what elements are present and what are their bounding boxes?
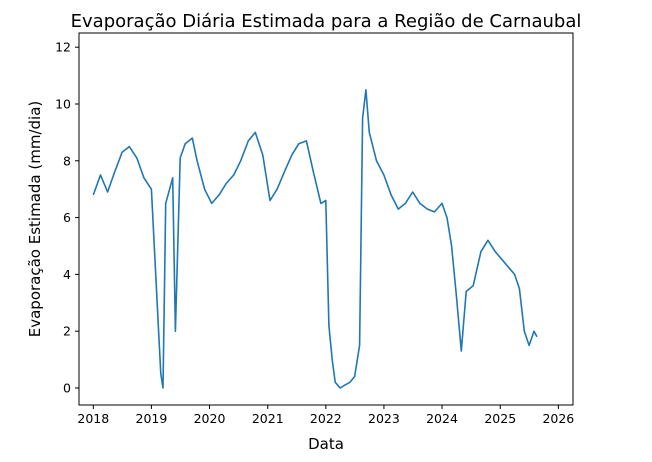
chart-title: Evaporação Diária Estimada para a Região… <box>71 11 582 32</box>
plot-area <box>78 32 574 406</box>
x-tick-label: 2019 <box>136 411 168 426</box>
series-line-0 <box>92 89 538 389</box>
y-tick-label: 6 <box>63 210 71 225</box>
y-tick-label: 12 <box>55 40 71 55</box>
y-axis-label: Evaporação Estimada (mm/dia) <box>26 101 44 337</box>
x-tick-label: 2023 <box>368 411 400 426</box>
y-tick-label: 10 <box>55 96 71 111</box>
x-tick-label: 2024 <box>426 411 458 426</box>
x-tick-label: 2021 <box>252 411 284 426</box>
y-tick-label: 0 <box>63 380 71 395</box>
x-axis-label: Data <box>308 435 344 453</box>
y-axis: 0 2 4 6 8 10 12 <box>55 40 79 395</box>
x-tick-label: 2018 <box>77 411 109 426</box>
x-tick-label: 2020 <box>194 411 226 426</box>
x-tick-label: 2026 <box>542 411 574 426</box>
y-tick-label: 2 <box>63 324 71 339</box>
x-axis: 2018 2019 2020 2021 2022 2023 2024 2025 2026 <box>77 405 574 426</box>
x-tick-label: 2022 <box>310 411 342 426</box>
series-group <box>92 89 538 389</box>
x-tick-label: 2025 <box>484 411 516 426</box>
y-tick-label: 8 <box>63 153 71 168</box>
y-tick-label: 4 <box>63 267 71 282</box>
